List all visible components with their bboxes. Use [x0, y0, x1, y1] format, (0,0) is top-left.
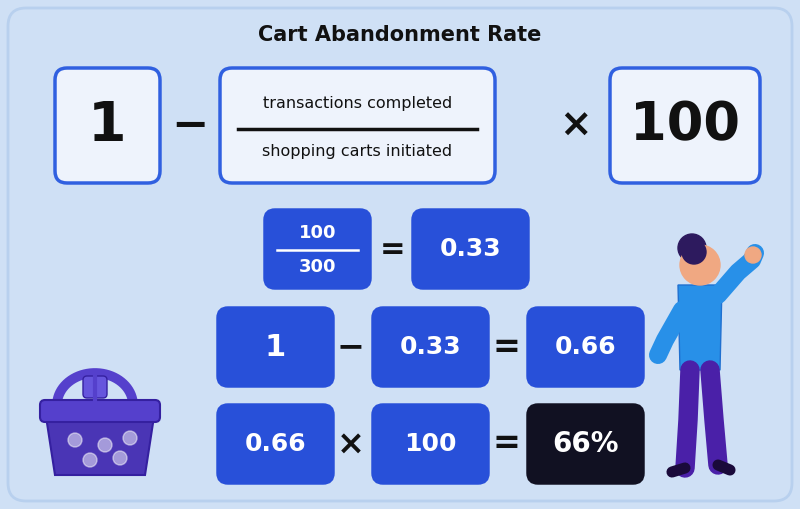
FancyBboxPatch shape [528, 405, 643, 483]
Text: 1: 1 [88, 99, 127, 153]
Circle shape [680, 245, 720, 285]
Circle shape [682, 240, 706, 264]
FancyBboxPatch shape [55, 68, 160, 183]
Circle shape [745, 247, 761, 263]
FancyBboxPatch shape [83, 376, 107, 398]
FancyBboxPatch shape [40, 400, 160, 422]
Circle shape [83, 453, 97, 467]
Circle shape [678, 234, 706, 262]
FancyBboxPatch shape [218, 405, 333, 483]
Text: 1: 1 [265, 332, 286, 361]
FancyBboxPatch shape [218, 308, 333, 386]
Text: 300: 300 [298, 258, 336, 276]
Text: 0.33: 0.33 [440, 237, 502, 261]
Text: 0.33: 0.33 [400, 335, 462, 359]
Text: ×: × [558, 106, 591, 145]
Text: −: − [337, 330, 365, 363]
Text: 0.66: 0.66 [245, 432, 306, 456]
Text: =: = [492, 428, 520, 461]
Circle shape [123, 431, 137, 445]
FancyBboxPatch shape [220, 68, 495, 183]
FancyBboxPatch shape [8, 8, 792, 501]
Text: 100: 100 [298, 224, 336, 242]
Text: −: − [171, 104, 209, 147]
Text: Cart Abandonment Rate: Cart Abandonment Rate [258, 25, 542, 45]
Polygon shape [45, 410, 155, 475]
Text: shopping carts initiated: shopping carts initiated [262, 144, 453, 159]
Text: 100: 100 [630, 99, 740, 152]
Circle shape [113, 451, 127, 465]
Text: =: = [380, 235, 406, 264]
FancyBboxPatch shape [528, 308, 643, 386]
FancyBboxPatch shape [373, 405, 488, 483]
Text: 0.66: 0.66 [554, 335, 616, 359]
Text: =: = [492, 330, 520, 363]
Circle shape [68, 433, 82, 447]
FancyBboxPatch shape [610, 68, 760, 183]
Polygon shape [678, 285, 722, 370]
Text: 66%: 66% [552, 430, 618, 458]
FancyBboxPatch shape [373, 308, 488, 386]
Text: 100: 100 [404, 432, 457, 456]
FancyBboxPatch shape [265, 210, 370, 288]
Text: transactions completed: transactions completed [263, 96, 452, 111]
Text: ×: × [337, 428, 365, 461]
FancyBboxPatch shape [413, 210, 528, 288]
Circle shape [98, 438, 112, 452]
